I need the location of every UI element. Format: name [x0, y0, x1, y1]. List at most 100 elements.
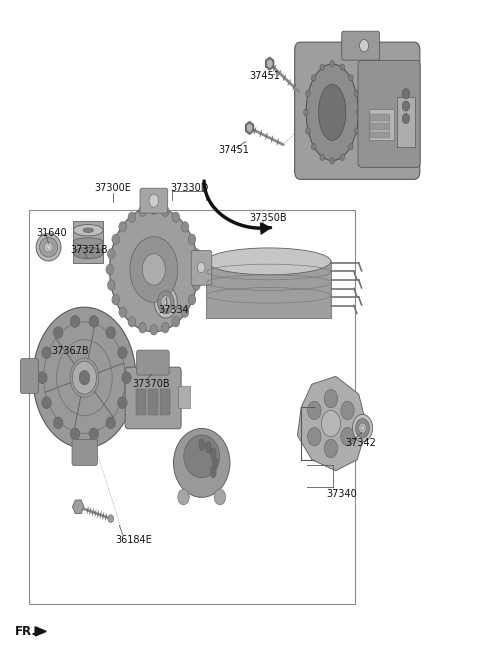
FancyBboxPatch shape: [140, 188, 168, 213]
Ellipse shape: [210, 448, 216, 460]
Ellipse shape: [361, 426, 364, 430]
Ellipse shape: [42, 397, 51, 409]
Ellipse shape: [212, 457, 218, 469]
Ellipse shape: [205, 441, 211, 453]
Ellipse shape: [37, 372, 47, 384]
Text: FR.: FR.: [15, 625, 37, 638]
Ellipse shape: [139, 323, 146, 333]
Text: 37330D: 37330D: [170, 183, 209, 193]
Ellipse shape: [53, 417, 63, 428]
Bar: [375, 131, 380, 139]
Ellipse shape: [39, 237, 58, 257]
Ellipse shape: [348, 144, 353, 150]
Ellipse shape: [108, 280, 115, 290]
Polygon shape: [265, 57, 274, 70]
Text: 37451: 37451: [218, 145, 249, 154]
Bar: [369, 109, 394, 141]
Circle shape: [402, 114, 409, 124]
Circle shape: [197, 262, 205, 273]
Ellipse shape: [118, 347, 127, 359]
FancyBboxPatch shape: [20, 359, 38, 394]
Ellipse shape: [118, 397, 127, 409]
Ellipse shape: [312, 144, 316, 150]
Circle shape: [308, 428, 321, 446]
Text: 37300E: 37300E: [95, 183, 132, 193]
Ellipse shape: [306, 64, 359, 160]
Ellipse shape: [172, 212, 180, 223]
Circle shape: [149, 194, 158, 207]
Ellipse shape: [206, 273, 331, 300]
Bar: [397, 97, 415, 147]
Bar: [160, 389, 169, 415]
Ellipse shape: [130, 237, 178, 302]
Bar: [370, 131, 374, 139]
Ellipse shape: [206, 248, 331, 275]
Ellipse shape: [330, 158, 335, 164]
Ellipse shape: [70, 428, 80, 440]
Ellipse shape: [73, 247, 103, 259]
FancyBboxPatch shape: [125, 367, 181, 429]
Ellipse shape: [47, 245, 50, 249]
Circle shape: [402, 101, 409, 111]
Ellipse shape: [356, 419, 370, 438]
Ellipse shape: [161, 206, 169, 216]
Ellipse shape: [112, 234, 120, 244]
Polygon shape: [245, 122, 254, 135]
Text: 37350B: 37350B: [250, 214, 287, 223]
Bar: [178, 386, 190, 409]
Circle shape: [360, 39, 369, 52]
Ellipse shape: [161, 296, 170, 309]
Circle shape: [214, 489, 226, 505]
Text: 31640: 31640: [36, 229, 67, 238]
Circle shape: [322, 411, 340, 437]
Ellipse shape: [33, 307, 136, 448]
Polygon shape: [72, 500, 84, 514]
Ellipse shape: [79, 371, 90, 385]
Ellipse shape: [112, 294, 120, 305]
Bar: [375, 123, 380, 129]
Ellipse shape: [157, 291, 174, 314]
FancyBboxPatch shape: [191, 250, 212, 285]
Ellipse shape: [143, 254, 165, 285]
FancyBboxPatch shape: [295, 42, 420, 179]
Ellipse shape: [172, 317, 180, 327]
Ellipse shape: [340, 64, 345, 70]
Ellipse shape: [359, 423, 366, 434]
Ellipse shape: [352, 415, 372, 442]
Ellipse shape: [354, 91, 359, 97]
Circle shape: [246, 124, 253, 133]
Ellipse shape: [106, 417, 116, 428]
Ellipse shape: [340, 154, 345, 160]
Ellipse shape: [36, 233, 61, 261]
Ellipse shape: [106, 264, 114, 275]
Text: 37342: 37342: [345, 438, 376, 448]
Ellipse shape: [109, 207, 198, 332]
Text: 36184E: 36184E: [116, 535, 152, 545]
FancyBboxPatch shape: [72, 440, 97, 466]
Ellipse shape: [319, 84, 346, 141]
Ellipse shape: [210, 466, 216, 478]
FancyBboxPatch shape: [342, 32, 380, 60]
Ellipse shape: [122, 372, 132, 384]
Ellipse shape: [188, 294, 196, 305]
Bar: [73, 221, 103, 263]
Ellipse shape: [354, 128, 359, 134]
Circle shape: [341, 401, 354, 420]
Ellipse shape: [155, 286, 177, 318]
Ellipse shape: [181, 307, 189, 317]
Ellipse shape: [164, 300, 168, 305]
Ellipse shape: [312, 75, 316, 81]
Ellipse shape: [119, 307, 127, 317]
Text: 37367B: 37367B: [51, 346, 89, 357]
Bar: [386, 123, 390, 129]
Ellipse shape: [89, 315, 98, 327]
Ellipse shape: [83, 228, 94, 233]
Ellipse shape: [306, 91, 310, 97]
Circle shape: [324, 390, 337, 408]
Ellipse shape: [70, 315, 80, 327]
Bar: [148, 389, 157, 415]
Circle shape: [341, 428, 354, 446]
Circle shape: [108, 514, 114, 522]
Ellipse shape: [128, 317, 136, 327]
Ellipse shape: [150, 325, 157, 335]
